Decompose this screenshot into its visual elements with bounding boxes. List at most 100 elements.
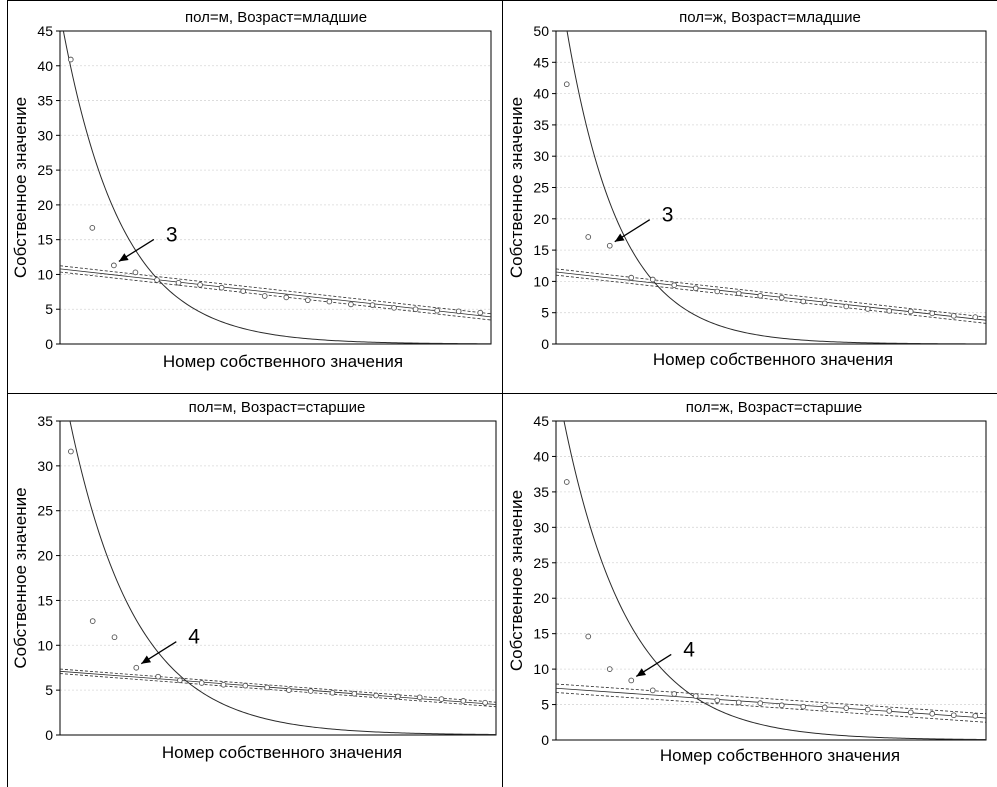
y-tick-label: 0 — [541, 732, 549, 748]
data-point — [735, 699, 742, 706]
data-point — [89, 618, 96, 624]
annotation-arrow-head — [118, 253, 129, 262]
confidence-band-lower — [556, 692, 986, 723]
plot-frame — [59, 30, 492, 345]
plot-area: 0 5 10 15 20 25 30 35 40 45 3 — [37, 23, 492, 352]
data-point — [482, 699, 488, 706]
data-point — [242, 682, 249, 689]
y-axis-label: Собственное значение — [11, 97, 30, 278]
data-point — [671, 691, 678, 697]
annotation-arrow-head — [614, 233, 625, 242]
data-point — [778, 294, 785, 301]
data-point — [283, 294, 290, 301]
y-tick-label: 0 — [541, 336, 549, 352]
data-point — [886, 708, 893, 714]
y-tick-label: 15 — [37, 592, 53, 608]
x-axis-label: Номер собственного значения — [163, 352, 403, 371]
y-axis-label: Собственное значение — [507, 490, 526, 671]
data-point — [950, 712, 957, 719]
data-point — [455, 308, 462, 315]
y-tick-label: 10 — [533, 661, 549, 677]
annotation-arrow-head — [636, 668, 646, 677]
y-tick-label: 5 — [45, 682, 53, 698]
y-tick-label: 45 — [533, 413, 549, 429]
y-tick-label: 15 — [37, 232, 53, 248]
data-point — [111, 634, 118, 641]
annotation-label: 3 — [166, 223, 178, 246]
confidence-band-upper — [60, 265, 491, 315]
y-tick-label: 0 — [45, 336, 53, 352]
data-point — [329, 689, 336, 696]
data-point — [714, 697, 721, 704]
annotation-label: 4 — [683, 638, 695, 661]
y-tick-label: 0 — [45, 727, 53, 743]
y-tick-label: 5 — [45, 301, 53, 317]
data-point — [373, 692, 379, 699]
data-point — [735, 290, 742, 297]
y-tick-label: 30 — [533, 519, 549, 535]
data-point — [563, 81, 570, 88]
y-tick-label: 40 — [37, 58, 53, 74]
panel-male-younger: пол=м, Возраст=младшие Собственное значе… — [11, 9, 492, 371]
y-tick-label: 45 — [37, 23, 53, 39]
data-point — [240, 288, 247, 294]
y-tick-label: 25 — [37, 162, 53, 178]
data-point — [585, 234, 592, 240]
data-point — [133, 664, 140, 671]
y-tick-label: 30 — [533, 148, 549, 164]
plot-area: 0 5 10 15 20 25 30 35 4 — [37, 413, 497, 743]
data-point — [821, 704, 828, 711]
y-tick-label: 25 — [533, 555, 549, 571]
data-point — [606, 242, 613, 249]
plot-frame — [555, 420, 987, 741]
y-axis-label: Собственное значение — [11, 487, 30, 668]
data-point — [585, 633, 592, 640]
annotation-label: 3 — [662, 204, 674, 227]
data-point — [972, 314, 979, 320]
data-point — [434, 307, 440, 314]
y-tick-label: 30 — [37, 127, 53, 143]
data-point — [348, 301, 354, 308]
data-point — [460, 698, 467, 704]
data-point — [714, 288, 721, 295]
x-axis-label: Номер собственного значения — [653, 350, 893, 369]
y-tick-label: 20 — [37, 548, 53, 564]
data-point — [628, 677, 635, 684]
data-point — [197, 282, 203, 288]
data-point — [177, 677, 183, 684]
data-point — [412, 306, 419, 313]
linear-fit-line — [556, 687, 986, 719]
data-point — [606, 666, 613, 672]
data-point — [821, 300, 828, 307]
data-point — [395, 693, 401, 700]
data-point — [89, 224, 96, 231]
data-point — [218, 284, 225, 291]
x-axis-label: Номер собственного значения — [162, 743, 402, 762]
data-point — [307, 688, 314, 694]
plot-frame — [59, 420, 497, 736]
exponential-fit-curve — [566, 31, 986, 344]
data-point — [950, 312, 957, 319]
data-point — [154, 277, 160, 283]
data-point — [261, 293, 268, 299]
plot-content — [556, 421, 986, 740]
panel-title: пол=ж, Возраст=младшие — [679, 9, 861, 26]
y-tick-label: 5 — [541, 697, 549, 713]
data-point — [563, 479, 570, 485]
annotation-arrow-head — [141, 655, 152, 664]
plot-frame — [555, 30, 987, 345]
y-tick-label: 20 — [533, 590, 549, 606]
data-point — [757, 700, 764, 706]
data-point — [800, 703, 807, 710]
y-tick-label: 25 — [37, 503, 53, 519]
data-point — [326, 298, 333, 305]
plot-content — [60, 31, 491, 344]
data-point — [929, 710, 936, 717]
data-point — [929, 310, 936, 317]
data-point — [671, 282, 678, 289]
data-point — [972, 713, 979, 719]
y-tick-label: 40 — [533, 86, 549, 102]
linear-fit-line — [60, 268, 491, 318]
plot-area: 0 5 10 15 20 25 30 35 40 45 50 3 — [533, 23, 987, 352]
